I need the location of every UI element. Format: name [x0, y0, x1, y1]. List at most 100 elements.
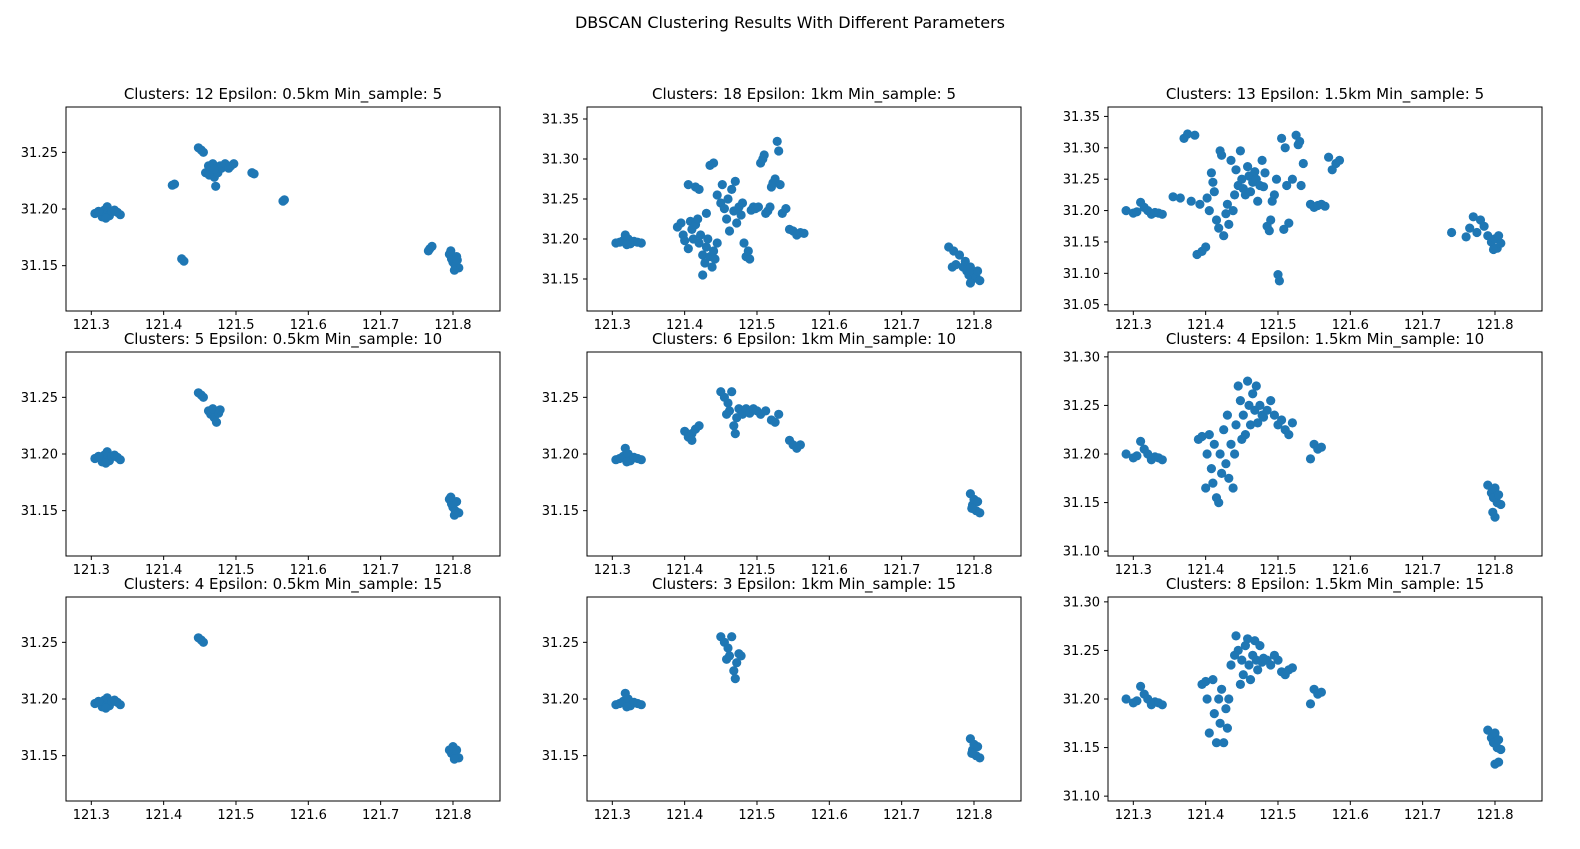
- scatter-point: [732, 658, 742, 668]
- scatter-point: [1208, 177, 1218, 187]
- scatter-point: [215, 405, 225, 415]
- scatter-point: [1245, 675, 1256, 685]
- scatter-point: [1257, 155, 1267, 165]
- y-tick-label: 31.25: [1063, 644, 1100, 659]
- y-tick-label: 31.10: [1063, 545, 1100, 560]
- x-tick-label: 121.8: [955, 808, 992, 823]
- scatter-point: [1211, 738, 1222, 748]
- scatter-point: [759, 150, 769, 160]
- scatter-point: [1264, 226, 1274, 236]
- scatter-point: [719, 204, 730, 214]
- x-tick-label: 121.6: [1332, 563, 1369, 578]
- scatter-point: [1305, 699, 1316, 709]
- scatter-point: [1121, 206, 1131, 216]
- scatter-point: [446, 492, 456, 502]
- scatter-point: [1226, 439, 1236, 449]
- scatter-point: [1496, 238, 1506, 248]
- scatter-point: [1245, 420, 1256, 430]
- y-tick-label: 31.25: [21, 146, 58, 161]
- x-tick-label: 121.6: [811, 318, 848, 333]
- y-tick-label: 31.25: [542, 391, 579, 406]
- scatter-point: [737, 198, 748, 208]
- scatter-point: [1494, 490, 1504, 500]
- scatter-point: [730, 674, 740, 684]
- y-tick-label: 31.10: [1063, 790, 1100, 805]
- scatter-point: [1197, 431, 1207, 442]
- y-tick-label: 31.20: [542, 233, 579, 248]
- scatter-point: [115, 210, 125, 220]
- x-tick-label: 121.3: [1115, 808, 1152, 823]
- scatter-point: [1221, 459, 1231, 469]
- x-tick-label: 121.4: [666, 808, 703, 823]
- scatter-point: [727, 184, 737, 194]
- scatter-point: [209, 164, 219, 174]
- scatter-point: [198, 392, 208, 402]
- axes-frame: [1107, 596, 1543, 802]
- scatter-point: [1295, 136, 1305, 147]
- x-tick-label: 121.3: [73, 808, 110, 823]
- x-tick-label: 121.5: [1259, 808, 1296, 823]
- y-tick-label: 31.30: [1063, 141, 1100, 156]
- subplot-1: Clusters: 12 Epsilon: 0.5km Min_sample: …: [21, 85, 501, 333]
- y-tick-label: 31.20: [1063, 448, 1100, 463]
- y-tick-label: 31.20: [542, 693, 579, 708]
- scatter-point: [1284, 218, 1294, 228]
- y-tick-label: 31.10: [1063, 267, 1100, 282]
- y-tick-label: 31.15: [542, 504, 579, 519]
- subplot-title: Clusters: 6 Epsilon: 1km Min_sample: 10: [652, 330, 956, 349]
- axes-frame: [586, 596, 1022, 802]
- x-tick-label: 121.4: [666, 563, 703, 578]
- scatter-point: [698, 270, 708, 280]
- axes-frame: [1107, 351, 1543, 557]
- scatter-point: [1217, 150, 1227, 160]
- x-tick-label: 121.8: [434, 563, 471, 578]
- scatter-point: [1231, 165, 1241, 175]
- axes-frame: [65, 596, 501, 802]
- scatter-point: [965, 278, 976, 288]
- scatter-point: [211, 181, 221, 191]
- scatter-point: [1250, 167, 1260, 177]
- x-tick-label: 121.6: [811, 563, 848, 578]
- scatter-point: [712, 190, 722, 200]
- y-tick-label: 31.20: [1063, 204, 1100, 219]
- scatter-point: [1316, 687, 1326, 697]
- scatter-point: [622, 240, 632, 250]
- scatter-point: [229, 159, 239, 169]
- x-tick-label: 121.7: [883, 318, 920, 333]
- scatter-point: [1494, 231, 1504, 241]
- scatter-point: [1253, 196, 1263, 206]
- y-tick-label: 31.25: [21, 636, 58, 651]
- x-tick-label: 121.8: [1476, 318, 1513, 333]
- scatter-point: [1284, 430, 1294, 440]
- scatter-point: [1214, 694, 1224, 704]
- scatter-point: [1494, 757, 1504, 767]
- scatter-point: [1447, 227, 1457, 238]
- scatter-point: [951, 260, 961, 270]
- scatter-point: [1240, 430, 1250, 440]
- scatter-point: [1496, 499, 1506, 510]
- x-tick-label: 121.4: [145, 808, 182, 823]
- subplot-4: Clusters: 5 Epsilon: 0.5km Min_sample: 1…: [21, 330, 501, 578]
- scatter-point: [452, 255, 462, 265]
- scatter-point: [693, 214, 703, 224]
- scatter-point: [724, 226, 735, 236]
- y-tick-label: 31.20: [21, 448, 58, 463]
- scatter-point: [1269, 190, 1279, 200]
- subplot-title: Clusters: 13 Epsilon: 1.5km Min_sample: …: [1166, 85, 1484, 104]
- scatter-point: [676, 218, 686, 228]
- scatter-point: [701, 242, 712, 252]
- scatter-point: [1287, 663, 1297, 673]
- subplot-6: Clusters: 4 Epsilon: 1.5km Min_sample: 1…: [1063, 330, 1543, 578]
- x-tick-label: 121.5: [1259, 318, 1296, 333]
- scatter-point: [1121, 694, 1131, 704]
- subplot-2: Clusters: 18 Epsilon: 1km Min_sample: 5 1…: [542, 85, 1022, 333]
- x-tick-label: 121.8: [955, 318, 992, 333]
- scatter-point: [249, 169, 259, 179]
- x-tick-label: 121.5: [217, 563, 254, 578]
- scatter-point: [1334, 155, 1345, 165]
- y-tick-label: 31.15: [1063, 235, 1100, 250]
- x-tick-label: 121.8: [1476, 808, 1513, 823]
- scatter-point: [1253, 665, 1263, 675]
- scatter-point: [975, 753, 985, 763]
- x-tick-label: 121.7: [1404, 563, 1441, 578]
